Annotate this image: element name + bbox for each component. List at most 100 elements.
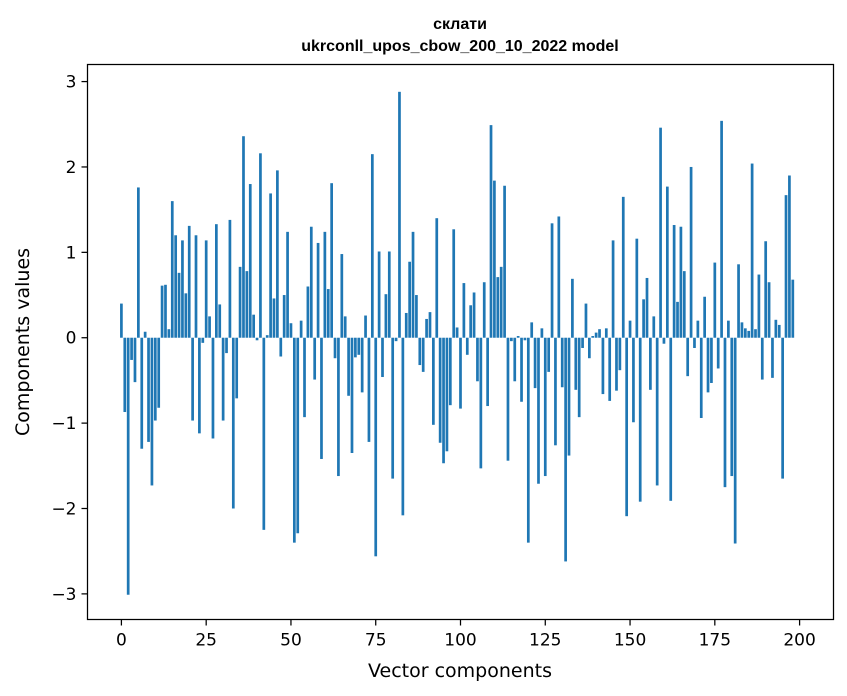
bar — [211, 337, 215, 439]
bar — [645, 277, 649, 338]
bar — [381, 337, 384, 378]
bar — [550, 223, 554, 338]
bar — [360, 337, 364, 393]
bar — [665, 186, 669, 338]
bar — [181, 240, 184, 338]
bar — [398, 91, 401, 338]
bar — [621, 196, 625, 338]
bar — [564, 337, 567, 562]
bar — [248, 184, 252, 338]
y-tick-label: −3 — [51, 585, 76, 605]
bar — [625, 337, 629, 517]
bar — [120, 303, 123, 338]
x-axis-label: Vector components — [368, 660, 552, 682]
bar — [282, 295, 286, 338]
bar — [432, 337, 435, 425]
bar — [140, 337, 144, 449]
bar — [387, 251, 391, 338]
bar — [642, 299, 645, 338]
bar — [126, 337, 130, 595]
bar — [435, 218, 439, 338]
bar — [632, 337, 635, 423]
bar — [581, 337, 584, 348]
bar — [347, 337, 350, 396]
bar — [442, 337, 445, 464]
bar — [513, 337, 517, 382]
bar — [757, 274, 761, 338]
bar — [720, 120, 723, 338]
bar — [337, 337, 340, 477]
bar — [530, 322, 534, 338]
bar — [655, 337, 659, 486]
bar — [615, 337, 618, 391]
y-tick-label: 1 — [66, 243, 77, 263]
x-tick-label: 25 — [195, 631, 217, 651]
bar — [438, 337, 442, 443]
bar — [370, 154, 374, 338]
bar — [669, 337, 673, 501]
bar — [143, 331, 147, 338]
y-axis-ticks: −3 −2 −1 0 1 2 3 — [51, 73, 88, 605]
bar — [330, 183, 333, 338]
bar — [428, 312, 432, 338]
bar — [184, 293, 188, 338]
bar — [533, 337, 537, 389]
bar — [672, 225, 676, 338]
bar — [262, 337, 266, 530]
bar — [791, 279, 795, 338]
bar — [452, 229, 456, 338]
x-tick-label: 75 — [365, 631, 387, 651]
bar — [584, 303, 588, 338]
bar — [343, 316, 347, 338]
bar — [164, 284, 167, 338]
bar — [767, 282, 771, 338]
bar — [560, 337, 564, 388]
bar — [401, 337, 405, 516]
y-axis-label: Components values — [12, 248, 34, 436]
x-tick-label: 200 — [783, 631, 815, 651]
y-tick-label: 0 — [66, 329, 77, 349]
bar — [235, 337, 239, 399]
bar — [170, 201, 174, 338]
bar — [421, 337, 425, 372]
bar — [292, 337, 296, 543]
bar — [255, 337, 259, 341]
bar — [659, 127, 662, 338]
bar — [635, 238, 639, 338]
bar — [354, 337, 357, 358]
bar — [588, 337, 591, 359]
bar — [662, 337, 666, 344]
bar — [462, 283, 466, 338]
x-tick-label: 100 — [444, 631, 476, 651]
bar — [618, 337, 622, 371]
bar — [777, 324, 781, 338]
bar — [682, 271, 686, 338]
bar — [157, 337, 161, 408]
bar — [364, 315, 367, 338]
bar — [323, 231, 327, 338]
bar — [743, 328, 747, 338]
bar — [730, 337, 734, 477]
bar — [469, 305, 473, 338]
chart-subtitle: ukrconll_upos_cbow_200_10_2022 model — [301, 38, 618, 55]
bar — [218, 304, 222, 338]
bar — [153, 337, 157, 421]
bar — [571, 278, 574, 338]
bar — [679, 226, 683, 338]
bar — [177, 272, 181, 338]
bar — [276, 170, 279, 338]
bar — [425, 318, 428, 338]
bar — [225, 337, 228, 354]
bar — [394, 337, 398, 342]
bar — [147, 337, 150, 442]
bar — [733, 337, 737, 544]
bar — [788, 175, 791, 338]
x-tick-label: 175 — [699, 631, 731, 651]
y-tick-label: −1 — [51, 414, 76, 434]
bar — [689, 166, 693, 338]
bar — [540, 328, 544, 338]
bar — [326, 289, 330, 338]
bar — [649, 337, 652, 390]
bar — [367, 337, 371, 442]
